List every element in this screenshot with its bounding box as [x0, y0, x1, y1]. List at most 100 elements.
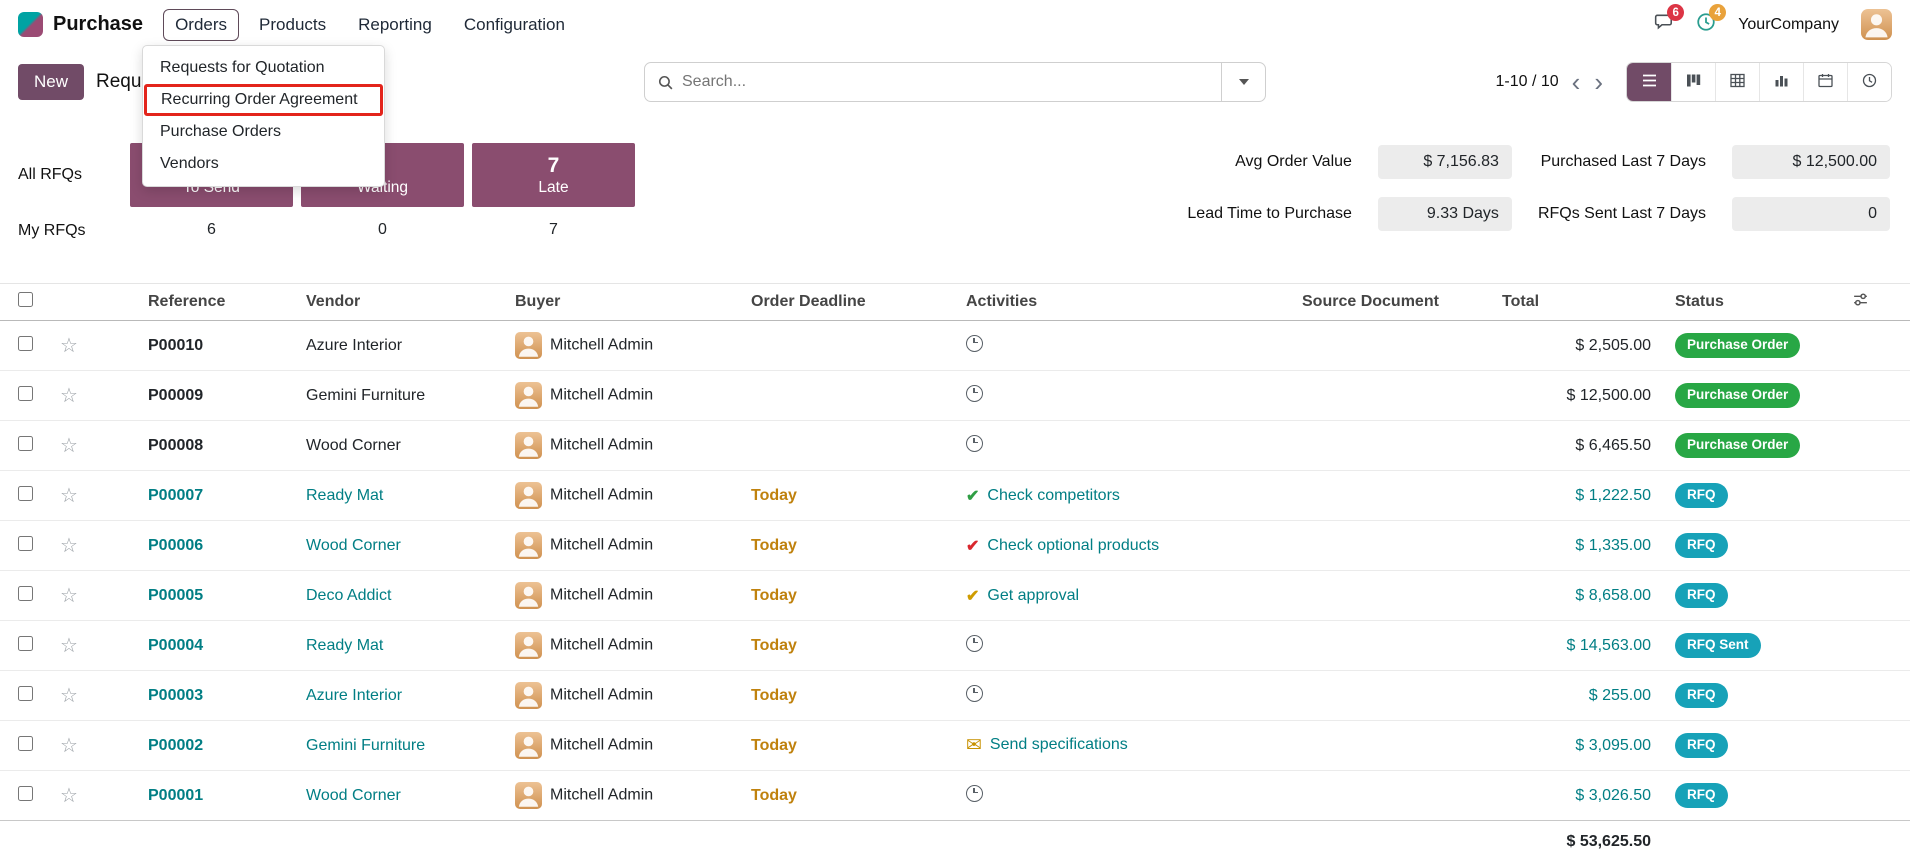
row-checkbox[interactable]	[18, 336, 33, 351]
favorite-star-icon[interactable]	[60, 635, 78, 657]
my-waiting-count[interactable]: 0	[301, 207, 464, 247]
row-checkbox[interactable]	[18, 486, 33, 501]
row-activity[interactable]: Send specifications	[954, 721, 1290, 771]
row-reference[interactable]: P00004	[136, 621, 294, 671]
row-reference[interactable]: P00002	[136, 721, 294, 771]
row-activity[interactable]: Check competitors	[954, 471, 1290, 521]
row-checkbox[interactable]	[18, 686, 33, 701]
activity-label[interactable]: Check optional products	[987, 537, 1159, 555]
table-row[interactable]: P00006 Wood Corner Mitchell Admin Today …	[0, 521, 1910, 571]
graph-view-button[interactable]	[1759, 63, 1803, 101]
row-vendor[interactable]: Wood Corner	[294, 421, 503, 471]
row-checkbox[interactable]	[18, 786, 33, 801]
kanban-view-button[interactable]	[1671, 63, 1715, 101]
row-activity[interactable]	[954, 621, 1290, 671]
row-reference[interactable]: P00006	[136, 521, 294, 571]
card-late[interactable]: 7 Late	[472, 143, 635, 207]
header-vendor[interactable]: Vendor	[294, 284, 503, 321]
row-vendor[interactable]: Ready Mat	[294, 471, 503, 521]
calendar-view-button[interactable]	[1803, 63, 1847, 101]
table-row[interactable]: P00004 Ready Mat Mitchell Admin Today $ …	[0, 621, 1910, 671]
table-row[interactable]: P00005 Deco Addict Mitchell Admin Today …	[0, 571, 1910, 621]
activities-button[interactable]: 4	[1696, 12, 1716, 37]
row-activity[interactable]	[954, 321, 1290, 371]
header-activities[interactable]: Activities	[954, 284, 1290, 321]
row-activity[interactable]: Get approval	[954, 571, 1290, 621]
dropdown-item-purchase-orders[interactable]: Purchase Orders	[143, 116, 384, 148]
row-activity[interactable]: Check optional products	[954, 521, 1290, 571]
header-reference[interactable]: Reference	[136, 284, 294, 321]
row-checkbox[interactable]	[18, 586, 33, 601]
row-reference[interactable]: P00001	[136, 771, 294, 821]
row-reference[interactable]: P00008	[136, 421, 294, 471]
row-checkbox[interactable]	[18, 536, 33, 551]
favorite-star-icon[interactable]	[60, 785, 78, 807]
row-checkbox[interactable]	[18, 736, 33, 751]
header-total[interactable]: Total	[1490, 284, 1663, 321]
favorite-star-icon[interactable]	[60, 335, 78, 357]
pager-next-button[interactable]	[1587, 69, 1610, 95]
select-all-checkbox[interactable]	[18, 292, 33, 307]
pivot-view-button[interactable]	[1715, 63, 1759, 101]
row-vendor[interactable]: Deco Addict	[294, 571, 503, 621]
menu-products[interactable]: Products	[247, 9, 338, 41]
header-source-document[interactable]: Source Document	[1290, 284, 1490, 321]
table-row[interactable]: P00010 Azure Interior Mitchell Admin $ 2…	[0, 321, 1910, 371]
favorite-star-icon[interactable]	[60, 535, 78, 557]
dropdown-item-recurring-order-agreement[interactable]: Recurring Order Agreement	[144, 84, 383, 116]
favorite-star-icon[interactable]	[60, 485, 78, 507]
row-vendor[interactable]: Gemini Furniture	[294, 721, 503, 771]
row-reference[interactable]: P00007	[136, 471, 294, 521]
row-vendor[interactable]: Gemini Furniture	[294, 371, 503, 421]
row-checkbox[interactable]	[18, 436, 33, 451]
pager-previous-button[interactable]	[1565, 69, 1588, 95]
optional-columns-button[interactable]	[1840, 284, 1910, 321]
table-row[interactable]: P00007 Ready Mat Mitchell Admin Today Ch…	[0, 471, 1910, 521]
favorite-star-icon[interactable]	[60, 435, 78, 457]
company-name[interactable]: YourCompany	[1738, 16, 1839, 34]
my-late-count[interactable]: 7	[472, 207, 635, 247]
purchase-app-icon[interactable]	[18, 12, 43, 37]
header-order-deadline[interactable]: Order Deadline	[739, 284, 954, 321]
row-checkbox[interactable]	[18, 636, 33, 651]
row-reference[interactable]: P00005	[136, 571, 294, 621]
row-activity[interactable]	[954, 671, 1290, 721]
row-vendor[interactable]: Azure Interior	[294, 321, 503, 371]
search-bar[interactable]	[644, 62, 1266, 102]
search-options-button[interactable]	[1221, 63, 1265, 101]
search-input[interactable]	[682, 73, 1221, 91]
new-button[interactable]: New	[18, 64, 84, 100]
row-vendor[interactable]: Wood Corner	[294, 771, 503, 821]
menu-orders[interactable]: Orders	[163, 9, 239, 41]
table-row[interactable]: P00008 Wood Corner Mitchell Admin $ 6,46…	[0, 421, 1910, 471]
messages-button[interactable]: 6	[1654, 12, 1674, 37]
row-vendor[interactable]: Azure Interior	[294, 671, 503, 721]
row-activity[interactable]	[954, 771, 1290, 821]
favorite-star-icon[interactable]	[60, 685, 78, 707]
row-reference[interactable]: P00010	[136, 321, 294, 371]
row-vendor[interactable]: Wood Corner	[294, 521, 503, 571]
row-checkbox[interactable]	[18, 386, 33, 401]
user-avatar[interactable]	[1861, 9, 1892, 40]
dropdown-item-requests-for-quotation[interactable]: Requests for Quotation	[143, 52, 384, 84]
favorite-star-icon[interactable]	[60, 735, 78, 757]
header-buyer[interactable]: Buyer	[503, 284, 739, 321]
table-row[interactable]: P00009 Gemini Furniture Mitchell Admin $…	[0, 371, 1910, 421]
table-row[interactable]: P00001 Wood Corner Mitchell Admin Today …	[0, 771, 1910, 821]
dropdown-item-vendors[interactable]: Vendors	[143, 148, 384, 180]
favorite-star-icon[interactable]	[60, 385, 78, 407]
row-vendor[interactable]: Ready Mat	[294, 621, 503, 671]
activity-view-button[interactable]	[1847, 63, 1891, 101]
activity-label[interactable]: Check competitors	[987, 487, 1120, 505]
table-row[interactable]: P00003 Azure Interior Mitchell Admin Tod…	[0, 671, 1910, 721]
row-activity[interactable]	[954, 421, 1290, 471]
all-rfqs-label[interactable]: All RFQs	[18, 166, 122, 184]
activity-label[interactable]: Send specifications	[990, 736, 1128, 754]
row-reference[interactable]: P00009	[136, 371, 294, 421]
my-rfqs-label[interactable]: My RFQs	[18, 214, 122, 240]
my-to-send-count[interactable]: 6	[130, 207, 293, 247]
table-row[interactable]: P00002 Gemini Furniture Mitchell Admin T…	[0, 721, 1910, 771]
header-status[interactable]: Status	[1663, 284, 1840, 321]
row-reference[interactable]: P00003	[136, 671, 294, 721]
menu-reporting[interactable]: Reporting	[346, 9, 444, 41]
